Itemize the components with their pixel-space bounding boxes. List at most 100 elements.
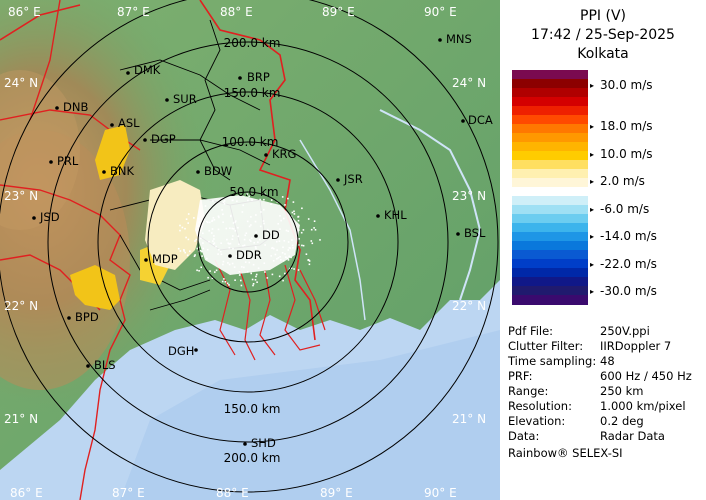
speckle-pixel	[255, 273, 258, 276]
speckle-pixel	[228, 257, 231, 259]
station-dnb: DNB	[55, 100, 88, 114]
station-name: Kolkata	[577, 46, 629, 62]
speckle-pixel	[198, 270, 200, 272]
scale-swatch	[512, 295, 588, 305]
speckle-pixel	[242, 245, 244, 247]
speckle-pixel	[259, 225, 262, 228]
station-bsl: BSL	[456, 226, 486, 240]
speckle-pixel	[278, 275, 281, 278]
speckle-pixel	[196, 247, 199, 250]
speckle-pixel	[293, 210, 295, 213]
svg-text:KRG: KRG	[272, 147, 296, 161]
svg-text:SHD: SHD	[251, 436, 276, 450]
range-label: 200.0 km	[224, 451, 281, 465]
station-bpd: BPD	[67, 310, 99, 324]
speckle-pixel	[277, 223, 279, 225]
speckle-pixel	[222, 213, 224, 216]
station-asl: ASL	[110, 116, 140, 130]
speckle-pixel	[283, 240, 286, 242]
speckle-pixel	[212, 240, 214, 242]
scale-tick: 2.0 m/s	[590, 174, 645, 188]
speckle-pixel	[242, 204, 244, 207]
svg-text:DD: DD	[262, 228, 280, 242]
scale-swatch	[512, 169, 588, 179]
speckle-pixel	[217, 253, 219, 255]
speckle-pixel	[273, 247, 275, 250]
metadata-row: Elevation: 0.2 deg	[508, 414, 644, 428]
speckle-pixel	[208, 240, 210, 243]
scale-swatch	[512, 151, 588, 161]
speckle-pixel	[255, 275, 257, 278]
speckle-pixel	[250, 216, 252, 218]
speckle-pixel	[223, 278, 225, 280]
scale-swatch	[512, 268, 588, 278]
metadata-key: PRF:	[508, 369, 533, 383]
speckle-pixel	[179, 229, 181, 232]
speckle-pixel	[282, 279, 284, 282]
delta-channels	[214, 259, 326, 361]
speckle-pixel	[184, 227, 186, 230]
lon-label-bottom: 86° E	[10, 486, 43, 500]
scale-swatch	[512, 277, 588, 287]
station-dca: DCA	[461, 113, 493, 127]
speckle-pixel	[290, 256, 292, 259]
scale-tick: -6.0 m/s	[590, 202, 649, 216]
speckle-pixel	[262, 220, 265, 222]
speckle-pixel	[289, 267, 291, 270]
speckle-pixel	[241, 266, 243, 268]
metadata-value: Radar Data	[600, 429, 665, 443]
speckle-pixel	[187, 238, 190, 241]
speckle-pixel	[251, 199, 253, 201]
speckle-pixel	[234, 220, 237, 222]
speckle-pixel	[215, 269, 218, 272]
speckle-pixel	[219, 250, 222, 253]
vendor-credit: Rainbow® SELEX-SI	[508, 446, 623, 460]
speckle-pixel	[227, 262, 229, 264]
speckle-pixel	[231, 199, 234, 202]
speckle-pixel	[276, 249, 278, 251]
speckle-pixel	[221, 209, 223, 211]
lat-label-right: 22° N	[452, 299, 486, 313]
speckle-pixel	[222, 221, 224, 223]
svg-text:MNS: MNS	[446, 32, 472, 46]
plateau-shading-2	[0, 70, 80, 230]
svg-text:MDP: MDP	[152, 252, 178, 266]
state-border-4	[29, 0, 61, 121]
speckle-pixel	[274, 253, 277, 256]
lat-label-left: 22° N	[4, 299, 38, 313]
speckle-pixel	[193, 255, 196, 257]
svg-text:PRL: PRL	[57, 154, 79, 168]
speckle-pixel	[217, 215, 220, 218]
speckle-pixel	[213, 238, 215, 240]
speckle-pixel	[225, 227, 228, 230]
speckle-pixel	[228, 243, 230, 245]
legend-panel: PPI (V) 17:42 / 25-Sep-2025 Kolkata 30.0…	[500, 0, 706, 500]
speckle-pixel	[252, 257, 254, 260]
svg-text:DMK: DMK	[134, 63, 161, 77]
echo-cream	[145, 180, 205, 270]
speckle-pixel	[208, 230, 210, 232]
speckle-pixel	[195, 238, 198, 241]
speckle-pixel	[270, 255, 272, 257]
speckle-pixel	[263, 208, 265, 211]
scale-swatch	[512, 223, 588, 233]
metadata-value: 0.2 deg	[600, 414, 644, 428]
speckle-pixel	[291, 211, 294, 214]
speckle-pixel	[202, 242, 204, 244]
speckle-pixel	[248, 261, 251, 264]
speckle-pixel	[246, 220, 249, 223]
speckle-pixel	[281, 252, 284, 254]
lon-label-bottom: 89° E	[320, 486, 353, 500]
speckle-pixel	[288, 255, 290, 258]
speckle-pixel	[285, 256, 287, 258]
speckle-pixel	[314, 229, 317, 231]
speckle-pixel	[264, 271, 266, 273]
metadata-row: Pdf File: 250V.ppi	[508, 324, 650, 338]
lon-label-top: 86° E	[8, 5, 41, 19]
speckle-pixel	[250, 224, 252, 226]
range-ring-150	[97, 91, 399, 393]
svg-text:ASL: ASL	[118, 116, 140, 130]
speckle-pixel	[235, 255, 238, 257]
speckle-pixel	[297, 215, 300, 218]
speckle-pixel	[201, 255, 203, 257]
